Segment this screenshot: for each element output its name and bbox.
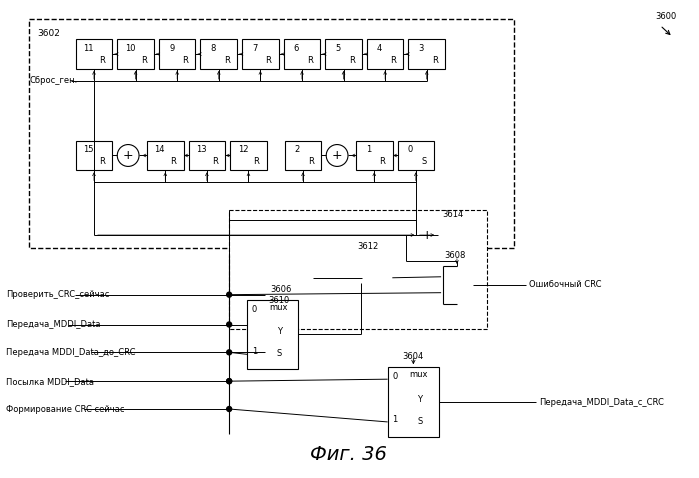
Text: R: R	[308, 157, 314, 166]
Text: Передача_MDDI_Data_c_CRC: Передача_MDDI_Data_c_CRC	[539, 398, 664, 407]
Text: 4: 4	[377, 43, 382, 53]
Text: 1: 1	[252, 348, 257, 356]
Text: R: R	[307, 55, 313, 65]
Circle shape	[226, 292, 231, 297]
Bar	[147, 141, 184, 170]
Circle shape	[226, 379, 231, 384]
Text: R: R	[254, 157, 259, 166]
Circle shape	[226, 322, 231, 327]
Text: 0: 0	[393, 372, 398, 381]
Text: R: R	[380, 157, 385, 166]
Text: 3604: 3604	[403, 352, 424, 361]
Text: R: R	[182, 55, 188, 65]
Bar	[356, 141, 393, 170]
Bar	[29, 19, 514, 248]
Bar	[117, 39, 154, 69]
Bar	[75, 141, 113, 170]
Text: 5: 5	[336, 43, 340, 53]
Text: Передача MDDI_Data_до_CRC: Передача MDDI_Data_до_CRC	[6, 348, 136, 357]
Circle shape	[226, 406, 231, 412]
Circle shape	[226, 379, 231, 384]
Text: R: R	[432, 55, 438, 65]
Text: Y: Y	[277, 327, 282, 337]
Text: Посылка MDDI_Data: Посылка MDDI_Data	[6, 377, 94, 386]
Bar	[325, 39, 362, 69]
Bar	[201, 39, 237, 69]
Text: R: R	[390, 55, 396, 65]
Text: 1: 1	[393, 415, 398, 424]
Text: +: +	[422, 228, 433, 241]
Text: mux: mux	[269, 303, 287, 312]
Bar	[230, 141, 267, 170]
Text: 9: 9	[169, 43, 174, 53]
Text: 7: 7	[252, 43, 257, 53]
Text: R: R	[266, 55, 271, 65]
Text: 3: 3	[419, 43, 424, 53]
Text: 3600: 3600	[655, 12, 676, 22]
Circle shape	[226, 350, 231, 355]
Text: S: S	[421, 157, 426, 166]
Bar	[388, 367, 439, 437]
Text: 14: 14	[154, 145, 165, 154]
Text: mux: mux	[410, 370, 428, 379]
Text: 15: 15	[83, 145, 94, 154]
Text: 0: 0	[252, 304, 257, 314]
Text: Проверить_CRC_сейчас: Проверить_CRC_сейчас	[6, 290, 110, 299]
Text: 12: 12	[238, 145, 248, 154]
Text: 6: 6	[294, 43, 299, 53]
Text: 8: 8	[210, 43, 216, 53]
Text: R: R	[224, 55, 230, 65]
Text: Фиг. 36: Фиг. 36	[310, 445, 387, 464]
Text: Y: Y	[417, 395, 422, 404]
Bar	[247, 300, 298, 369]
Text: R: R	[99, 55, 105, 65]
Text: R: R	[212, 157, 218, 166]
Text: Формирование CRC сейчас: Формирование CRC сейчас	[6, 404, 125, 413]
Bar	[189, 141, 225, 170]
Text: R: R	[171, 157, 176, 166]
Text: S: S	[277, 349, 282, 358]
Bar	[398, 141, 434, 170]
Bar	[159, 39, 196, 69]
Text: Передача_MDDI_Data: Передача_MDDI_Data	[6, 320, 101, 329]
Text: 0: 0	[408, 145, 413, 154]
Bar	[229, 210, 487, 329]
Text: 3612: 3612	[357, 242, 378, 251]
Text: +: +	[332, 149, 343, 162]
Text: 3610: 3610	[268, 295, 289, 304]
Bar	[242, 39, 279, 69]
Text: 3606: 3606	[270, 285, 291, 293]
Text: R: R	[99, 157, 105, 166]
Text: 10: 10	[125, 43, 136, 53]
Text: +: +	[123, 149, 134, 162]
Text: 3602: 3602	[37, 29, 60, 38]
Text: 3614: 3614	[442, 210, 463, 219]
Bar	[284, 39, 320, 69]
Bar	[284, 141, 322, 170]
Text: Сброс_ген.: Сброс_ген.	[29, 76, 78, 86]
Text: R: R	[140, 55, 147, 65]
Text: 3608: 3608	[445, 251, 466, 260]
Text: 11: 11	[83, 43, 94, 53]
Bar	[75, 39, 113, 69]
Text: Ошибочный CRC: Ошибочный CRC	[529, 280, 602, 289]
Text: 2: 2	[295, 145, 300, 154]
Text: R: R	[349, 55, 354, 65]
Text: S: S	[417, 417, 423, 426]
Text: 1: 1	[366, 145, 371, 154]
Bar	[367, 39, 403, 69]
Text: 13: 13	[196, 145, 207, 154]
Bar	[408, 39, 445, 69]
